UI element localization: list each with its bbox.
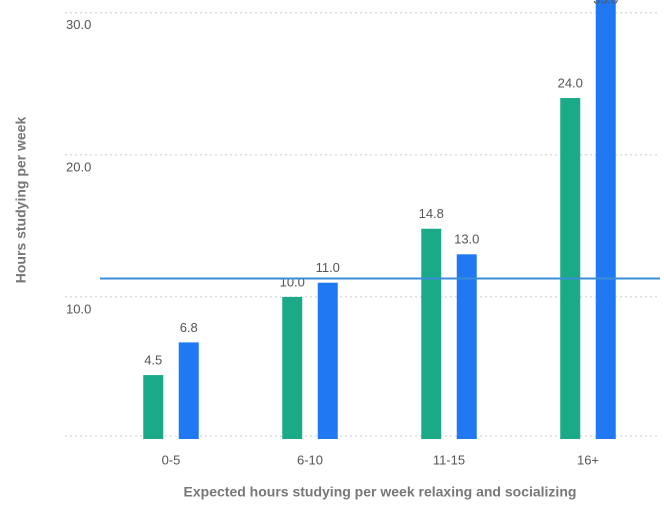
y-tick-label: 10.0 [66, 301, 91, 316]
bar [560, 98, 581, 439]
bar [143, 375, 164, 439]
value-label: 24.0 [558, 75, 583, 90]
x-tick-label: 11-15 [433, 452, 465, 467]
value-label: 4.5 [144, 353, 162, 368]
bar [282, 296, 303, 439]
value-label: 6.8 [180, 320, 198, 335]
x-tick-label: 16+ [577, 452, 599, 467]
value-label: 33.0 [593, 0, 618, 6]
y-axis-title: Hours studying per week [13, 117, 29, 284]
bar [421, 228, 442, 439]
value-label: 14.8 [419, 206, 444, 221]
x-tick-label: 6-10 [297, 452, 323, 467]
value-label: 11.0 [316, 260, 340, 275]
bar [456, 254, 477, 439]
x-tick-label: 0-5 [162, 452, 181, 467]
bar [178, 342, 199, 439]
value-label: 10.0 [280, 274, 305, 289]
bar [317, 282, 338, 439]
y-tick-label: 20.0 [66, 159, 91, 174]
value-label: 13.0 [454, 232, 479, 247]
bar [595, 0, 616, 439]
y-tick-label: 30.0 [66, 17, 91, 32]
x-axis-title: Expected hours studying per week relaxin… [184, 484, 577, 500]
